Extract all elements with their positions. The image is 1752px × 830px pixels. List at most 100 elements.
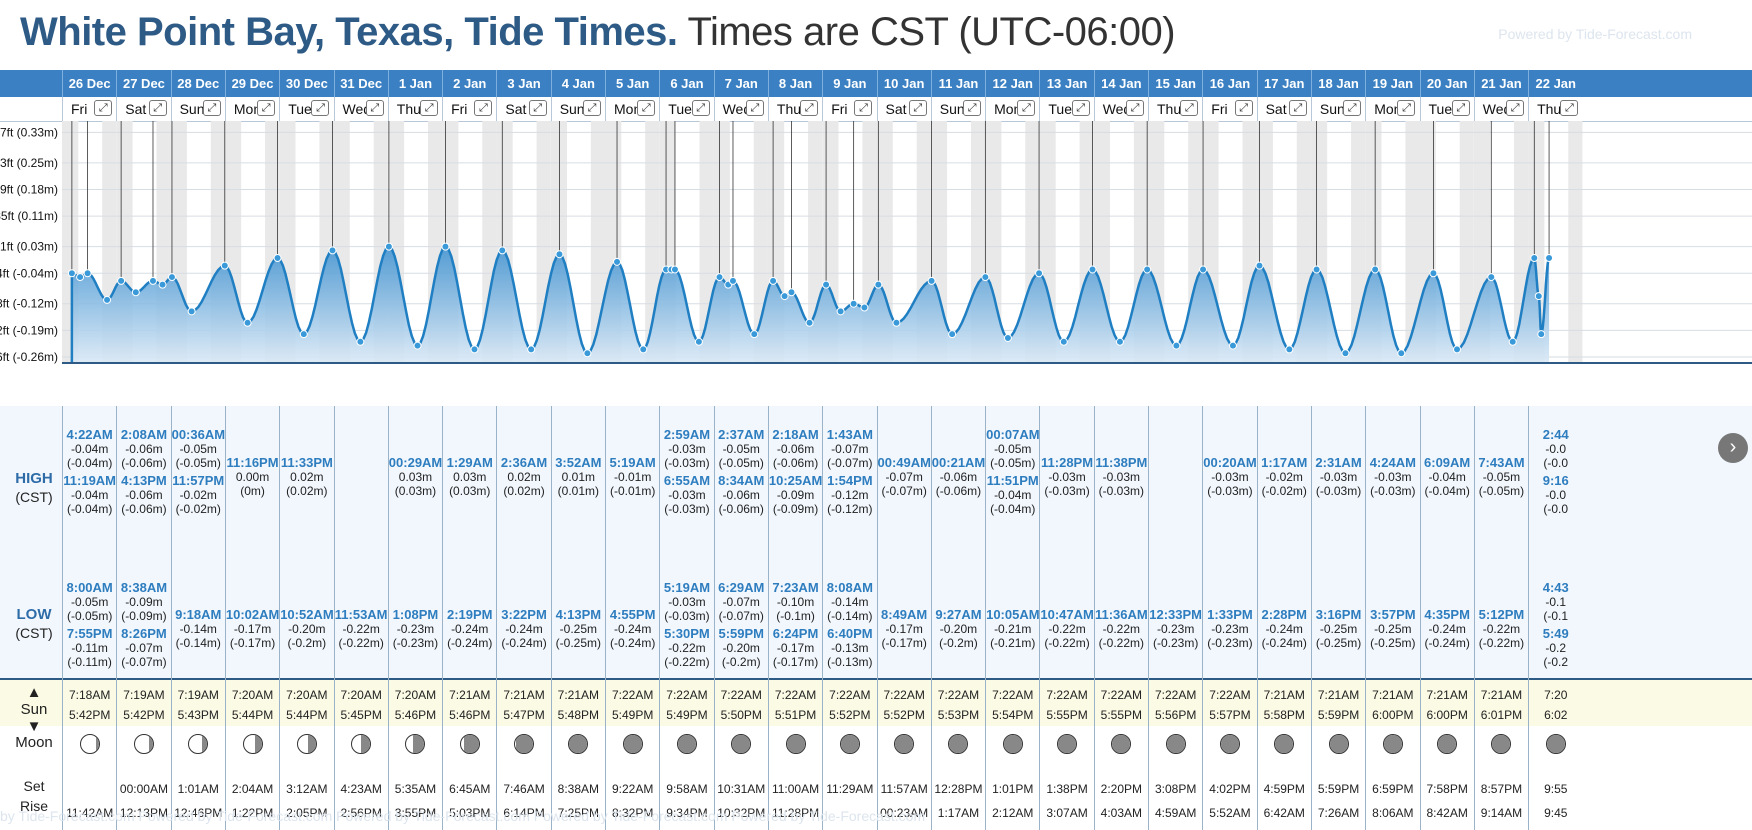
expand-icon[interactable]: ⤢ — [908, 100, 927, 116]
high-tide-height: -0.06m — [125, 488, 163, 502]
high-tide-point — [849, 299, 858, 308]
high-tide-time: 00:29AM — [388, 455, 443, 470]
expand-icon[interactable]: ⤢ — [1451, 100, 1470, 116]
moon-phase-icon — [459, 734, 480, 754]
expand-icon[interactable]: ⤢ — [745, 100, 764, 116]
expand-icon[interactable]: ⤢ — [1234, 100, 1253, 116]
day-column: 00:29AM 0.03m (0.03m) 1:08PM -0.23m (-0.23m) 7… — [387, 406, 443, 830]
low-tide-point — [836, 307, 845, 316]
high-tide-time: 2:44 — [1542, 427, 1569, 442]
expand-icon[interactable]: ⤢ — [637, 100, 656, 116]
moonrise-time: 2:05PM — [286, 806, 328, 820]
day-cell: Wed ⤢ — [713, 97, 768, 121]
sunset-time: 6:02 — [1544, 708, 1568, 722]
high-tide-meters: (0.03m) — [394, 484, 437, 498]
high-tide-meters: (-0.02m) — [1261, 484, 1307, 498]
day-column: 00:49AM -0.07m (-0.07m) 8:49AM -0.17m (-0.17m… — [876, 406, 931, 830]
high-tide-point — [1545, 254, 1554, 263]
scroll-right-button[interactable]: › — [1718, 433, 1748, 463]
low-tide-meters: (-0.24m) — [609, 636, 656, 650]
high-tide-height: -0.03m — [1211, 470, 1249, 484]
sunset-time: 5:53PM — [937, 708, 980, 722]
expand-icon[interactable]: ⤢ — [202, 100, 221, 116]
high-tide-height: 0.01m — [561, 470, 596, 484]
low-tide-entry: 4:35PM -0.24m (-0.24m) — [1421, 608, 1474, 651]
moon-phase-icon — [676, 734, 697, 754]
sunrise-time: 7:22AM — [937, 688, 980, 702]
moon-phase-icon — [514, 734, 535, 754]
y-tick-label: 62ft (-0.19m) — [0, 323, 58, 337]
high-tide-height: -0.02m — [1265, 470, 1303, 484]
moon-phase-icon — [948, 734, 969, 754]
expand-icon[interactable]: ⤢ — [1288, 100, 1307, 116]
high-tide-height: -0.04m — [70, 488, 109, 502]
low-tide-height: -0.25m — [1374, 622, 1412, 636]
date-cell: 13 Jan — [1039, 70, 1093, 97]
expand-icon[interactable]: ⤢ — [474, 100, 493, 116]
high-tide-height: -0.05m — [1482, 470, 1521, 484]
expand-icon[interactable]: ⤢ — [1506, 100, 1525, 116]
high-tide-meters: (-0.03m) — [1370, 484, 1416, 498]
date-cell: 30 Dec — [279, 70, 333, 97]
expand-icon[interactable]: ⤢ — [365, 100, 384, 116]
day-cell: Thu ⤢ — [1148, 97, 1202, 121]
low-tide-meters: (-0.13m) — [827, 655, 873, 669]
low-tide-entry: 7:55PM -0.11m (-0.11m) — [63, 627, 116, 670]
expand-icon[interactable]: ⤢ — [420, 100, 439, 116]
expand-icon[interactable]: ⤢ — [148, 100, 167, 116]
expand-icon[interactable]: ⤢ — [582, 100, 601, 116]
high-tide-entry: 2:36AM 0.02m (0.02m) — [497, 456, 550, 499]
low-tide-entry: 10:52AM -0.20m (-0.2m) — [280, 608, 333, 651]
moonset-time: 4:23AM — [340, 782, 382, 796]
day-column: 1:29AM 0.03m (0.03m) 2:19PM -0.24m (-0.24m) 7:… — [442, 406, 496, 830]
moon-shade — [307, 735, 316, 753]
high-tide-meters: (0.02m) — [503, 484, 545, 498]
moonrise-time: 6:42AM — [1263, 806, 1305, 820]
high-tide-entry: 2:37AM -0.05m (-0.05m) — [715, 428, 768, 471]
expand-icon[interactable]: ⤢ — [1560, 100, 1579, 116]
date-cell: 11 Jan — [930, 70, 985, 97]
moonset-time: 7:46AM — [503, 782, 545, 796]
moonset-time: 8:38AM — [557, 782, 600, 796]
moonset-time: 1:38PM — [1046, 782, 1088, 796]
expand-icon[interactable]: ⤢ — [311, 100, 330, 116]
day-cell: Sat ⤢ — [876, 97, 931, 121]
low-tide-time: 11:53AM — [334, 607, 388, 622]
low-tide-point — [1341, 349, 1350, 358]
expand-icon[interactable]: ⤢ — [1397, 100, 1416, 116]
expand-icon[interactable]: ⤢ — [691, 100, 710, 116]
sunset-time: 5:59PM — [1317, 708, 1360, 722]
day-name: Wed — [1102, 101, 1132, 117]
expand-icon[interactable]: ⤢ — [528, 100, 547, 116]
low-tide-entry: 5:19AM -0.03m (-0.03m) — [660, 581, 713, 624]
expand-icon[interactable]: ⤢ — [1017, 100, 1036, 116]
low-tide-entry: 12:33PM -0.23m (-0.23m) — [1149, 608, 1202, 651]
expand-icon[interactable]: ⤢ — [1180, 100, 1199, 116]
high-tide-point — [1429, 269, 1438, 278]
low-tide-height: -0.10m — [776, 595, 815, 609]
moonset-time: 11:00AM — [771, 782, 820, 796]
high-tide-point — [220, 261, 229, 270]
moon-shade — [786, 735, 805, 753]
moon-shade — [255, 735, 262, 753]
expand-icon[interactable]: ⤢ — [854, 100, 873, 116]
day-name: Sat — [505, 101, 527, 117]
high-tide-entry: 11:51PM -0.04m (-0.04m) — [986, 474, 1039, 517]
expand-icon[interactable]: ⤢ — [1343, 100, 1362, 116]
expand-icon[interactable]: ⤢ — [94, 100, 113, 116]
high-tide-height: -0.04m — [994, 488, 1032, 502]
expand-icon[interactable]: ⤢ — [800, 100, 819, 116]
expand-icon[interactable]: ⤢ — [1071, 100, 1090, 116]
sunset-time: 5:54PM — [992, 708, 1034, 722]
high-tide-time: 6:09AM — [1424, 455, 1471, 470]
high-tide-time: 8:34AM — [718, 473, 765, 488]
moonrise-time: 11:28PM — [771, 806, 820, 820]
expand-icon[interactable]: ⤢ — [1125, 100, 1144, 116]
high-tide-entry: 4:22AM -0.04m (-0.04m) — [63, 428, 116, 471]
day-cell: Wed ⤢ — [1473, 97, 1528, 121]
expand-icon[interactable]: ⤢ — [257, 100, 276, 116]
expand-icon[interactable]: ⤢ — [963, 100, 982, 116]
high-tide-height: -0.01m — [613, 470, 652, 484]
low-tide-height: -0.22m — [342, 622, 380, 636]
moonset-time: 3:08PM — [1154, 782, 1197, 796]
